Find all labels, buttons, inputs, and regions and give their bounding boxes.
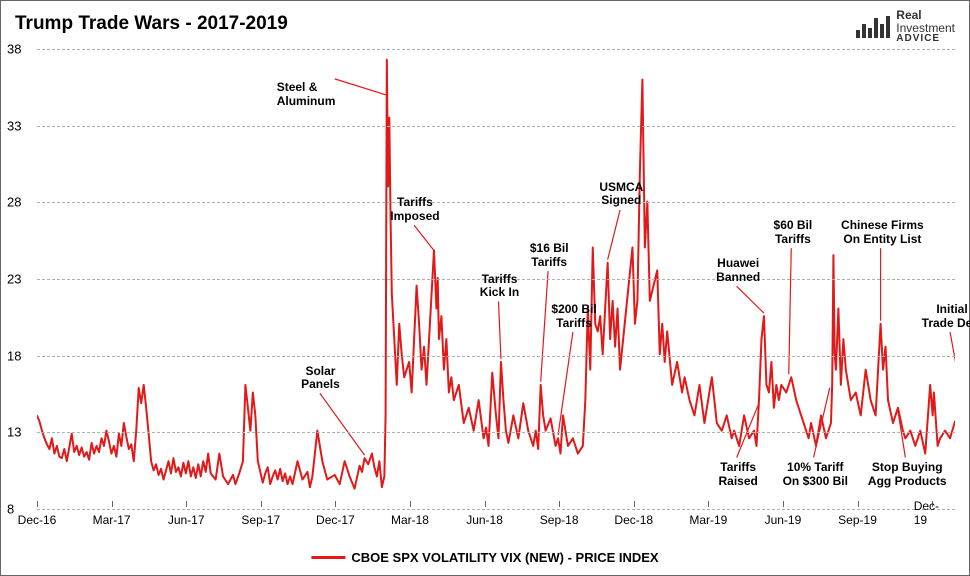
x-tick <box>112 501 113 507</box>
y-axis-label: 23 <box>7 272 21 287</box>
brand-logo: Real Investment ADVICE <box>856 9 955 45</box>
x-axis-label: Dec-16 <box>18 513 57 527</box>
gridline <box>37 126 955 127</box>
x-axis-label: Mar-17 <box>93 513 131 527</box>
x-axis-label: Dec-18 <box>614 513 653 527</box>
x-tick <box>634 501 635 507</box>
annotation-label: Tariffs Imposed <box>390 196 439 224</box>
chart-container: Trump Trade Wars - 2017-2019 Real Invest… <box>0 0 970 576</box>
logo-bars-icon <box>856 16 890 38</box>
x-tick <box>37 501 38 507</box>
y-axis-label: 28 <box>7 195 21 210</box>
annotation-label: Tariffs Kick In <box>480 273 519 301</box>
x-axis-label: Dec-19 <box>914 499 951 527</box>
x-axis-label: Jun-17 <box>168 513 205 527</box>
x-axis-label: Jun-19 <box>765 513 802 527</box>
x-tick <box>410 501 411 507</box>
legend: CBOE SPX VOLATILITY VIX (NEW) - PRICE IN… <box>311 550 658 565</box>
gridline <box>37 432 955 433</box>
x-axis-label: Sep-19 <box>838 513 877 527</box>
x-tick <box>708 501 709 507</box>
legend-swatch <box>311 556 345 559</box>
x-tick <box>186 501 187 507</box>
gridline <box>37 356 955 357</box>
x-tick <box>335 501 336 507</box>
x-tick <box>261 501 262 507</box>
gridline <box>37 509 955 510</box>
annotation-label: $200 Bil Tariffs <box>551 304 596 332</box>
x-axis-label: Mar-18 <box>391 513 429 527</box>
logo-line3: ADVICE <box>896 34 955 45</box>
annotation-label: 10% Tariff On $300 Bil <box>783 461 848 489</box>
annotation-label: Steel & Aluminum <box>277 81 336 109</box>
x-axis-label: Mar-19 <box>689 513 727 527</box>
y-axis-label: 33 <box>7 118 21 133</box>
gridline <box>37 49 955 50</box>
x-axis-label: Sep-17 <box>241 513 280 527</box>
x-axis-label: Sep-18 <box>540 513 579 527</box>
y-axis-label: 38 <box>7 42 21 57</box>
annotation-label: Chinese Firms On Entity List <box>841 219 924 247</box>
annotation-label: Huawei Banned <box>716 258 760 286</box>
annotation-label: Solar Panels <box>301 365 340 393</box>
annotation-label: $60 Bil Tariffs <box>774 219 813 247</box>
x-tick <box>783 501 784 507</box>
x-tick <box>858 501 859 507</box>
annotation-label: USMCA Signed <box>599 181 643 209</box>
y-axis-label: 8 <box>7 502 14 517</box>
logo-line1: Real <box>896 9 955 22</box>
y-axis-label: 18 <box>7 348 21 363</box>
annotation-label: Initial Trade Deal <box>922 304 970 332</box>
legend-label: CBOE SPX VOLATILITY VIX (NEW) - PRICE IN… <box>351 550 658 565</box>
x-tick <box>485 501 486 507</box>
gridline <box>37 202 955 203</box>
x-tick <box>559 501 560 507</box>
annotation-label: Tariffs Raised <box>719 461 758 489</box>
annotation-label: $16 Bil Tariffs <box>530 242 569 270</box>
y-axis-label: 13 <box>7 425 21 440</box>
x-axis-label: Jun-18 <box>466 513 503 527</box>
x-axis-label: Dec-17 <box>316 513 355 527</box>
annotation-label: Stop Buying Agg Products <box>868 461 947 489</box>
chart-title: Trump Trade Wars - 2017-2019 <box>15 13 288 35</box>
